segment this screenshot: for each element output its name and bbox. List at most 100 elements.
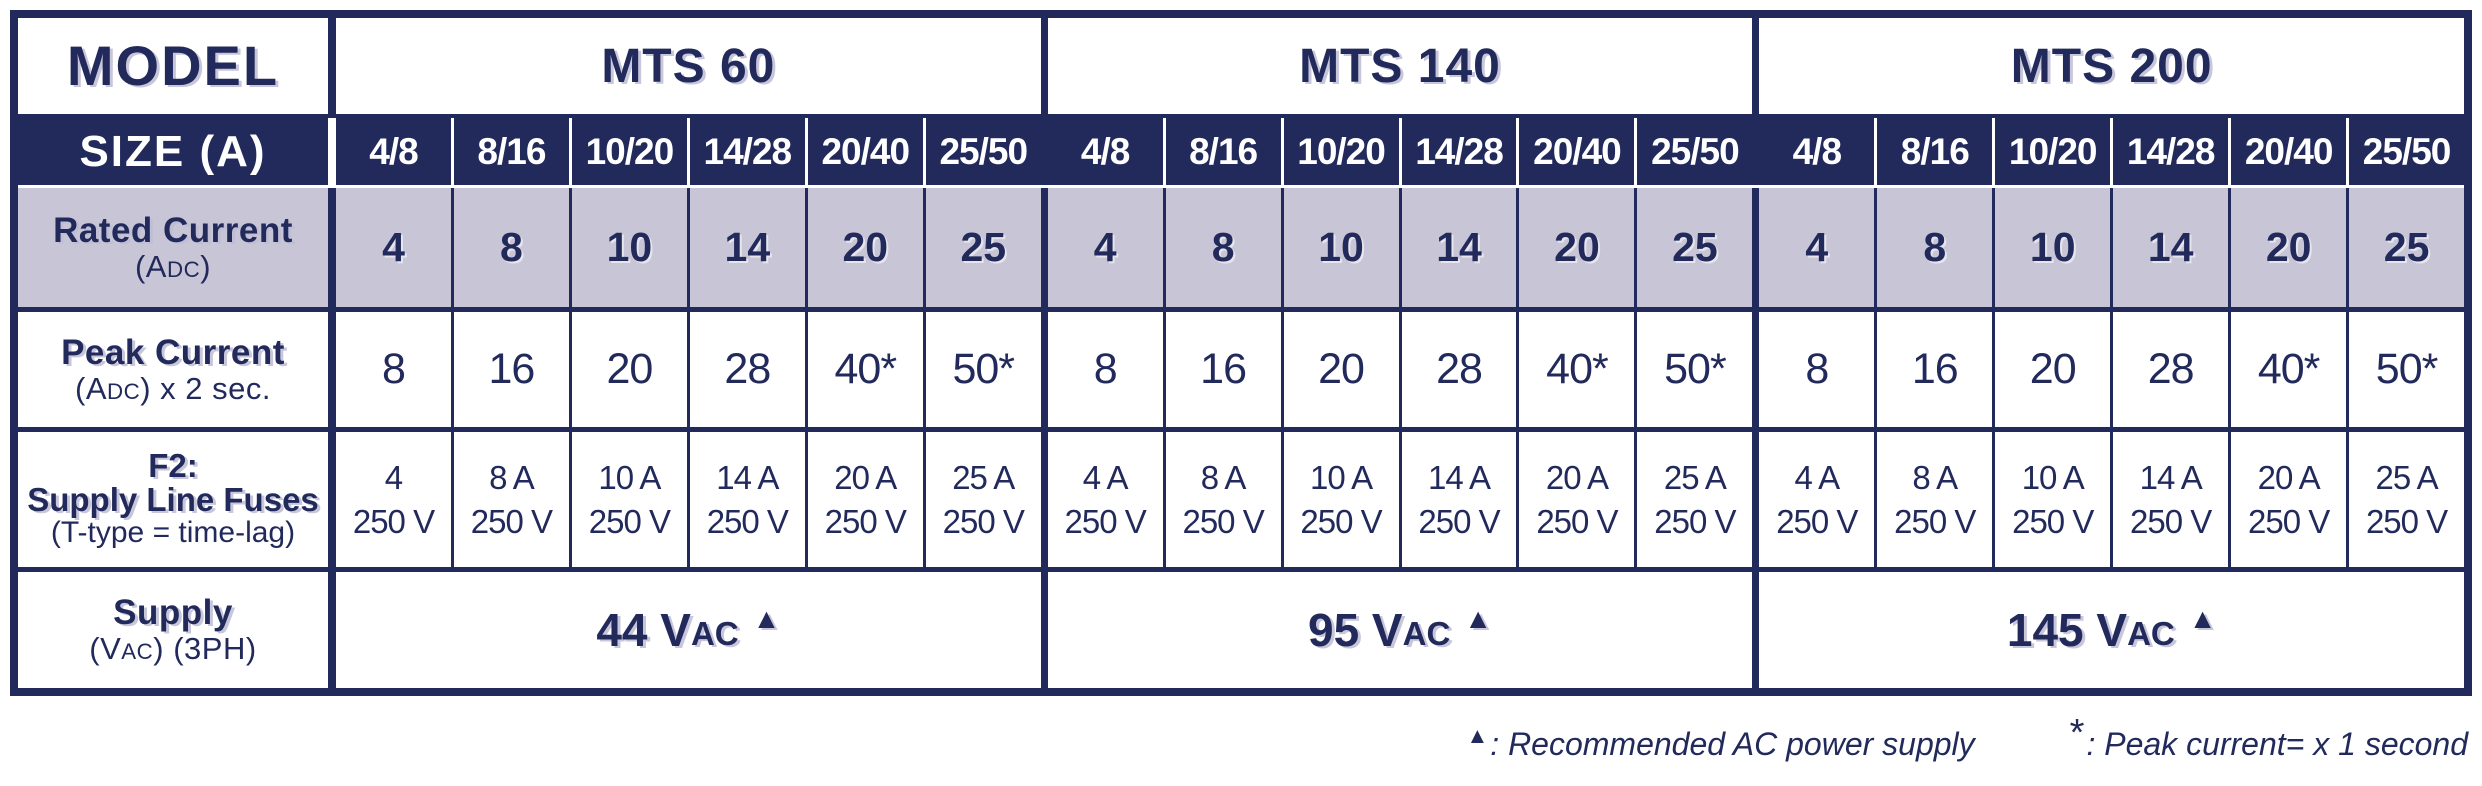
size-cell: 4/8 xyxy=(1759,118,1878,185)
size-group-mts200: 4/8 8/16 10/20 14/28 20/40 25/50 xyxy=(1759,118,2464,185)
size-cell: 10/20 xyxy=(1995,118,2114,185)
peak-cell: 20 xyxy=(572,312,690,427)
size-group-mts60: 4/8 8/16 10/20 14/28 20/40 25/50 xyxy=(336,118,1048,185)
size-cell: 8/16 xyxy=(454,118,572,185)
size-cell: 20/40 xyxy=(2231,118,2350,185)
peak-cell: 50* xyxy=(1664,345,1727,393)
size-cell: 25/50 xyxy=(1651,130,1740,172)
supply-group-mts140: 95 V AC ▲ xyxy=(1048,572,1760,688)
size-header: SIZE (A) xyxy=(18,118,336,185)
fuse-group-mts60: 4 250 V 8 A 250 V 10 A 250 V 14 A 250 V 20 A… xyxy=(336,432,1048,567)
footnotes: ▲: Recommended AC power supply *: Peak c… xyxy=(1467,712,2469,765)
rated-group-mts60: 4 8 10 14 20 25 xyxy=(336,188,1048,307)
size-group-mts140: 4/8 8/16 10/20 14/28 20/40 25/50 xyxy=(1048,118,1760,185)
group-mts200: MTS 200 xyxy=(1759,18,2464,114)
peak-cell: 16 xyxy=(454,312,572,427)
rated-cell: 25 xyxy=(1672,224,1718,270)
rated-cell: 8 xyxy=(1877,188,1996,307)
supply-label: Supply (VAC) (3PH) xyxy=(18,572,336,688)
fuse-cell: 20 A 250 V xyxy=(2231,432,2350,567)
rated-cell: 20 xyxy=(1519,188,1638,307)
rated-cell: 10 xyxy=(1995,188,2114,307)
rated-cell: 8 xyxy=(454,188,572,307)
peak-cell: 20 xyxy=(1995,312,2114,427)
peak-label-line2: (ADC) x 2 sec. xyxy=(75,370,271,406)
rated-cell: 8 xyxy=(1166,188,1284,307)
rated-cell: 4 xyxy=(1759,188,1878,307)
group-title-mts200: MTS 200 xyxy=(2010,39,2213,93)
supply-group-mts200: 145 V AC ▲ xyxy=(1759,572,2464,688)
fuse-label-line3: (T-type = time-lag) xyxy=(50,516,296,550)
supply-value-mts200: 145 V AC ▲ xyxy=(2006,603,2217,656)
peak-cell: 8 xyxy=(336,312,454,427)
group-mts60: MTS 60 xyxy=(336,18,1048,114)
rated-group-mts200: 4 8 10 14 20 25 xyxy=(1759,188,2464,307)
fuse-cell: 4 A 250 V xyxy=(1048,432,1166,567)
peak-cell: 28 xyxy=(1402,312,1520,427)
size-cell: 14/28 xyxy=(690,118,808,185)
peak-cell: 50* xyxy=(952,345,1015,393)
supply-group-mts60: 44 V AC ▲ xyxy=(336,572,1048,688)
row-supply-line-fuses: F2: Supply Line Fuses (T-type = time-lag… xyxy=(18,432,2464,572)
rated-cell: 10 xyxy=(572,188,690,307)
size-cell: 20/40 xyxy=(1519,118,1638,185)
group-mts140: MTS 140 xyxy=(1048,18,1760,114)
fuse-cell: 14 A 250 V xyxy=(2113,432,2232,567)
peak-cell: 40* xyxy=(1519,312,1638,427)
rated-group-mts140: 4 8 10 14 20 25 xyxy=(1048,188,1760,307)
size-cell: 14/28 xyxy=(2113,118,2232,185)
fuse-label: F2: Supply Line Fuses (T-type = time-lag… xyxy=(18,432,336,567)
fuse-cell: 10 A 250 V xyxy=(572,432,690,567)
fuse-cell: 14 A 250 V xyxy=(1402,432,1520,567)
peak-cell: 16 xyxy=(1877,312,1996,427)
fuse-group-mts200: 4 A 250 V 8 A 250 V 10 A 250 V 14 A 250 V 20… xyxy=(1759,432,2464,567)
peak-cell: 28 xyxy=(690,312,808,427)
row-supply: Supply (VAC) (3PH) 44 V AC ▲ 95 V AC ▲ 145 V… xyxy=(18,572,2464,688)
fuse-cell: 14 A 250 V xyxy=(690,432,808,567)
supply-value-mts140: 95 V AC ▲ xyxy=(1307,603,1493,656)
size-cell: 10/20 xyxy=(1284,118,1402,185)
peak-cell: 40* xyxy=(2231,312,2350,427)
supply-value-mts60: 44 V AC ▲ xyxy=(596,603,781,656)
size-cell: 4/8 xyxy=(336,118,454,185)
supply-label-line1: Supply xyxy=(113,593,233,633)
fuse-cell: 25 A 250 V xyxy=(2365,458,2448,540)
triangle-icon: ▲ xyxy=(2188,603,2217,634)
rated-cell: 4 xyxy=(336,188,454,307)
rated-cell: 14 xyxy=(2113,188,2232,307)
fuse-cell: 8 A 250 V xyxy=(1166,432,1284,567)
supply-label-line2: (VAC) (3PH) xyxy=(89,631,257,667)
fuse-cell: 25 A 250 V xyxy=(942,458,1025,540)
fuse-cell: 25 A 250 V xyxy=(1654,458,1736,540)
triangle-icon: ▲ xyxy=(752,603,781,634)
fuse-cell: 4 250 V xyxy=(336,432,454,567)
rated-cell: 14 xyxy=(1402,188,1520,307)
size-cell: 20/40 xyxy=(808,118,926,185)
model-header: MODEL xyxy=(18,18,336,114)
group-title-mts140: MTS 140 xyxy=(1299,39,1501,93)
rated-label-line1: Rated Current xyxy=(53,210,293,250)
footnote-peak-current: *: Peak current= x 1 second xyxy=(2069,712,2468,762)
peak-group-mts200: 8 16 20 28 40* 50* xyxy=(1759,312,2464,427)
size-cell: 8/16 xyxy=(1877,118,1996,185)
fuse-cell: 20 A 250 V xyxy=(808,432,926,567)
fuse-label-line2: Supply Line Fuses xyxy=(27,480,319,518)
size-cell: 25/50 xyxy=(2362,130,2452,172)
rated-cell: 25 xyxy=(960,224,1007,270)
rated-cell: 14 xyxy=(690,188,808,307)
size-cell: 8/16 xyxy=(1166,118,1284,185)
fuse-cell: 10 A 250 V xyxy=(1995,432,2114,567)
fuse-cell: 8 A 250 V xyxy=(454,432,572,567)
peak-cell: 16 xyxy=(1166,312,1284,427)
peak-cell: 40* xyxy=(808,312,926,427)
peak-cell: 28 xyxy=(2113,312,2232,427)
fuse-cell: 8 A 250 V xyxy=(1877,432,1996,567)
spec-table: MODEL MTS 60 MTS 140 MTS 200 SIZE (A) 4/… xyxy=(10,10,2472,696)
rated-current-label: Rated Current (ADC) xyxy=(18,188,336,307)
rated-cell: 25 xyxy=(2383,224,2430,270)
fuse-cell: 4 A 250 V xyxy=(1759,432,1878,567)
peak-cell: 8 xyxy=(1048,312,1166,427)
triangle-icon: ▲ xyxy=(1464,603,1493,634)
peak-label-line1: Peak Current xyxy=(61,332,285,372)
peak-current-label: Peak Current (ADC) x 2 sec. xyxy=(18,312,336,427)
